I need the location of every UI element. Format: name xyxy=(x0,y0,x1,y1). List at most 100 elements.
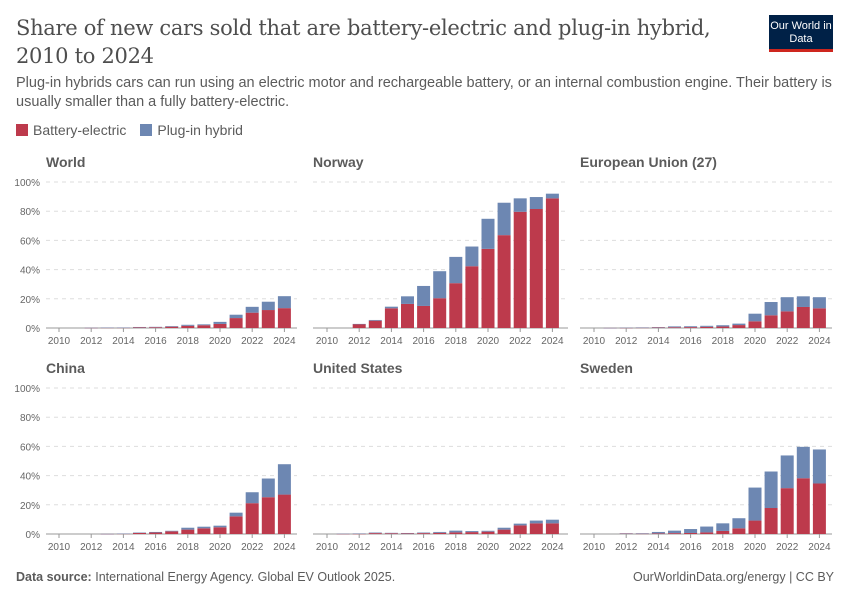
bar-battery-electric xyxy=(401,303,414,328)
bar-plug-in-hybrid xyxy=(812,297,826,309)
bar-plug-in-hybrid xyxy=(748,313,762,322)
bar-plug-in-hybrid xyxy=(545,193,559,199)
bar-plug-in-hybrid xyxy=(449,530,463,533)
bar-battery-electric xyxy=(513,211,527,328)
bar-battery-electric xyxy=(796,478,810,534)
bar-plug-in-hybrid xyxy=(229,314,243,319)
bar-battery-electric xyxy=(796,306,810,328)
bar-battery-electric xyxy=(732,325,746,328)
bar-battery-electric xyxy=(465,532,479,534)
y-tick-label: 80% xyxy=(20,413,40,424)
bar-plug-in-hybrid xyxy=(277,296,291,309)
bar-plug-in-hybrid xyxy=(764,302,778,316)
bar-plug-in-hybrid xyxy=(417,285,431,306)
bar-plug-in-hybrid xyxy=(245,306,259,313)
owid-logo[interactable]: Our World in Data xyxy=(769,15,833,52)
bar-plug-in-hybrid xyxy=(732,323,746,326)
bar-battery-electric xyxy=(545,198,559,328)
bar-plug-in-hybrid xyxy=(368,532,382,534)
bar-plug-in-hybrid xyxy=(481,530,495,532)
bar-plug-in-hybrid xyxy=(449,256,463,284)
x-tick-label: 2022 xyxy=(241,336,264,347)
bar-battery-electric xyxy=(181,325,195,328)
bar-plug-in-hybrid xyxy=(261,478,275,498)
bar-battery-electric xyxy=(529,523,543,534)
bar-battery-electric xyxy=(668,533,681,534)
bar-battery-electric xyxy=(197,325,211,328)
chart-subtitle: Plug-in hybrids cars can run using an el… xyxy=(16,75,832,110)
bar-plug-in-hybrid xyxy=(181,527,195,530)
x-tick-label: 2014 xyxy=(647,542,670,553)
x-tick-label: 2014 xyxy=(112,542,135,553)
bar-plug-in-hybrid xyxy=(245,492,259,504)
x-tick-label: 2016 xyxy=(679,336,702,347)
bar-battery-electric xyxy=(277,308,291,328)
bar-battery-electric xyxy=(481,248,495,328)
data-source-label: Data source: xyxy=(16,570,92,584)
bar-battery-electric xyxy=(465,266,479,328)
x-tick-label: 2018 xyxy=(712,542,735,553)
bar-battery-electric xyxy=(449,532,463,534)
panel-title: China xyxy=(46,360,85,376)
y-tick-label: 100% xyxy=(14,178,40,189)
legend-item-battery-electric[interactable]: Battery-electric xyxy=(16,122,126,138)
bar-plug-in-hybrid xyxy=(277,464,291,495)
bar-battery-electric xyxy=(165,531,179,534)
bar-battery-electric xyxy=(261,310,275,328)
bar-battery-electric xyxy=(812,308,826,328)
x-tick-label: 2018 xyxy=(177,336,200,347)
data-source-text[interactable]: International Energy Agency. Global EV O… xyxy=(95,570,396,584)
panel-title: Norway xyxy=(313,154,364,170)
x-tick-label: 2010 xyxy=(316,542,339,553)
bar-battery-electric xyxy=(545,523,559,534)
data-source: Data source: International Energy Agency… xyxy=(16,570,395,584)
x-tick-label: 2024 xyxy=(273,542,296,553)
legend-item-plug-in-hybrid[interactable]: Plug-in hybrid xyxy=(140,122,243,138)
x-tick-label: 2020 xyxy=(744,542,767,553)
bar-plug-in-hybrid xyxy=(384,306,398,309)
x-tick-label: 2020 xyxy=(477,542,500,553)
bar-plug-in-hybrid xyxy=(197,324,211,326)
bar-battery-electric xyxy=(481,531,495,534)
x-tick-label: 2020 xyxy=(209,542,232,553)
bar-battery-electric xyxy=(668,327,681,328)
x-tick-label: 2024 xyxy=(808,542,831,553)
legend-label: Plug-in hybrid xyxy=(157,122,243,138)
bar-plug-in-hybrid xyxy=(497,527,511,530)
bar-battery-electric xyxy=(245,312,259,328)
x-tick-label: 2016 xyxy=(679,542,702,553)
x-tick-label: 2012 xyxy=(80,542,103,553)
bar-plug-in-hybrid xyxy=(433,531,447,533)
bar-battery-electric xyxy=(213,323,227,328)
bar-plug-in-hybrid xyxy=(780,297,794,312)
bar-plug-in-hybrid xyxy=(796,446,810,479)
bar-battery-electric xyxy=(384,308,398,328)
x-tick-label: 2012 xyxy=(348,336,371,347)
bar-plug-in-hybrid xyxy=(545,519,559,524)
x-tick-label: 2020 xyxy=(477,336,500,347)
bar-battery-electric xyxy=(213,527,227,534)
bar-plug-in-hybrid xyxy=(651,531,665,534)
bar-battery-electric xyxy=(261,497,275,534)
y-tick-label: 20% xyxy=(20,501,40,512)
bar-plug-in-hybrid xyxy=(229,512,243,517)
bar-battery-electric xyxy=(245,503,259,534)
bar-battery-electric xyxy=(780,488,794,534)
x-tick-label: 2024 xyxy=(808,336,831,347)
footer-link[interactable]: OurWorldinData.org/energy | CC BY xyxy=(632,570,834,584)
bar-battery-electric xyxy=(352,324,366,328)
y-tick-label: 80% xyxy=(20,207,40,218)
x-tick-label: 2010 xyxy=(583,542,606,553)
bar-battery-electric xyxy=(764,315,778,328)
bar-plug-in-hybrid xyxy=(700,526,714,533)
x-tick-label: 2014 xyxy=(380,336,403,347)
x-tick-label: 2016 xyxy=(144,542,167,553)
x-tick-label: 2022 xyxy=(241,542,264,553)
bar-battery-electric xyxy=(700,532,714,534)
x-tick-label: 2010 xyxy=(48,336,71,347)
bar-battery-electric xyxy=(384,533,398,534)
bar-plug-in-hybrid xyxy=(529,197,543,210)
bar-plug-in-hybrid xyxy=(716,325,730,327)
panel-title: European Union (27) xyxy=(580,154,717,170)
